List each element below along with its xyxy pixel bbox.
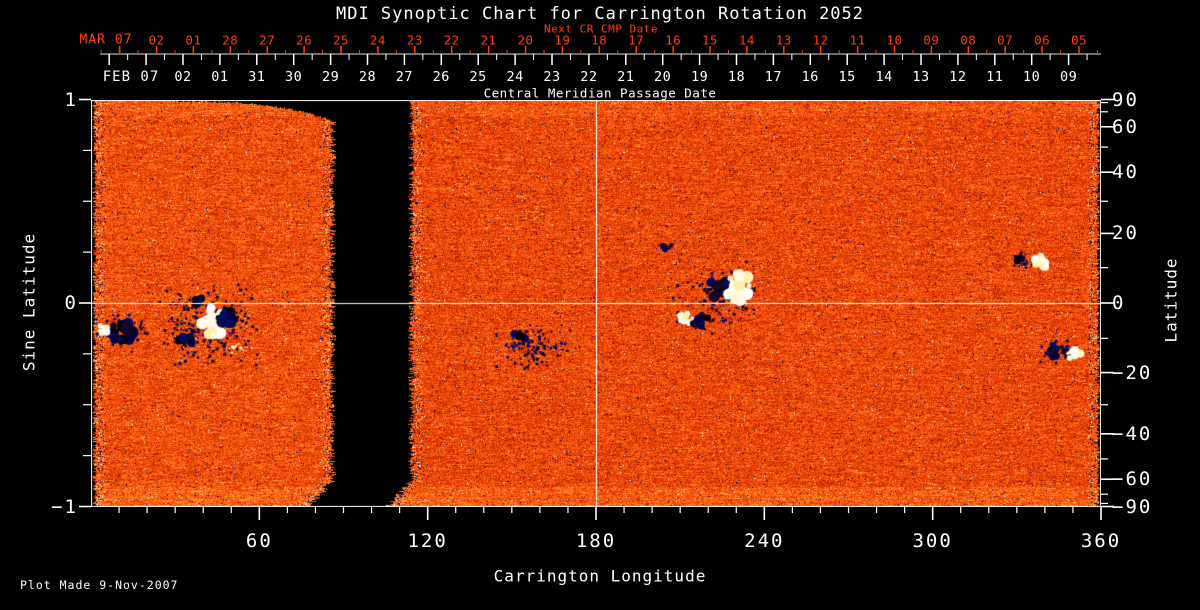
cmp-day-label: 13 [912,69,930,85]
plot-made-label: Plot Made 9-Nov-2007 [20,578,179,592]
cmp-day-label: 20 [654,69,672,85]
cmp-day-label: 31 [248,69,266,85]
cmp-day-label: 18 [727,69,746,85]
lat-tick-label: 90 [1112,88,1139,111]
next-cr-day-label: 28 [222,32,239,48]
next-cr-day-label: 24 [369,32,386,48]
cmp-day-label: 11 [986,69,1004,85]
next-cr-day-label: 07 [997,32,1014,48]
next-cr-day-label: 23 [406,32,423,48]
lon-tick-label: 300 [912,530,953,552]
next-cr-day-label: 19 [554,32,571,48]
next-cr-day-label: 12 [812,32,829,48]
lat-tick-label: 40 [1112,161,1139,184]
cmp-day-label: 23 [543,69,561,85]
next-cr-day-label: 01 [185,32,202,48]
cmp-month-label: FEB 07 [102,69,160,85]
lon-tick-label: 240 [744,530,785,552]
next-cr-day-label: 05 [1070,32,1088,48]
cmp-day-label: 17 [764,69,783,85]
cmp-day-label: 14 [875,69,893,85]
lat-tick-label: 20 [1112,222,1139,245]
next-cr-day-label: 25 [332,32,350,48]
next-cr-day-label: 09 [923,32,940,48]
next-cr-month-label: MAR 07 [79,32,133,48]
lat-tick-label: 60 [1112,115,1139,138]
lon-tick-label: 120 [407,530,448,552]
cmp-day-label: 19 [690,69,709,85]
next-cr-day-label: 18 [591,32,608,48]
page-title: MDI Synoptic Chart for Carrington Rotati… [335,4,865,24]
next-cr-axis-title: Next CR CMP Date [544,22,658,36]
next-cr-day-label: 16 [665,32,682,48]
cmp-day-label: 26 [432,69,450,85]
next-cr-day-label: 10 [886,32,903,48]
lon-tick-label: 60 [245,530,273,552]
sine-latitude-axis-label: Sine Latitude [19,232,39,372]
next-cr-day-label: 26 [296,32,313,48]
cmp-day-label: 15 [838,69,856,85]
next-cr-day-label: 17 [628,32,645,48]
magnetogram-plot [91,100,1101,507]
cmp-day-label: 12 [949,69,967,85]
cmp-day-label: 28 [358,69,377,85]
cmp-day-label: 02 [174,69,192,85]
next-cr-day-label: 21 [480,32,497,48]
lat-tick-label: −60 [1112,468,1153,491]
latitude-axis-label: Latitude [1161,257,1181,343]
lat-tick-label: −40 [1112,422,1153,445]
sinlat-tick-label: 1 [64,88,78,111]
cmp-axis-title: Central Meridian Passage Date [483,85,717,101]
lon-tick-label: 360 [1080,530,1122,552]
cmp-day-label: 16 [801,69,819,85]
cmp-day-label: 25 [469,69,487,85]
next-cr-day-label: 13 [775,32,792,48]
next-cr-day-label: 22 [443,32,460,48]
cmp-day-label: 24 [506,69,524,85]
next-cr-day-label: 11 [849,32,866,48]
cmp-day-label: 01 [211,69,229,85]
cmp-day-label: 21 [617,69,635,85]
lat-tick-label: −20 [1112,361,1153,384]
lat-tick-label: 0 [1112,292,1126,314]
cmp-day-label: 10 [1023,69,1041,85]
sinlat-tick-label: 0 [64,292,78,314]
lat-tick-label: −90 [1112,495,1153,518]
cmp-day-label: 29 [321,69,340,85]
cmp-day-label: 27 [395,69,414,85]
next-cr-day-label: 02 [148,32,165,48]
cmp-day-label: 22 [580,69,598,85]
next-cr-day-label: 14 [738,32,755,48]
cmp-day-label: 09 [1059,69,1078,85]
sinlat-tick-label: −1 [51,495,78,518]
next-cr-day-label: 20 [517,32,534,48]
next-cr-day-label: 06 [1034,32,1051,48]
next-cr-day-label: 27 [259,32,276,48]
next-cr-day-label: 15 [701,32,719,48]
carrington-longitude-axis-label: Carrington Longitude [493,566,707,586]
lon-tick-label: 180 [575,530,617,552]
cmp-day-label: 30 [285,69,303,85]
next-cr-day-label: 08 [960,32,977,48]
